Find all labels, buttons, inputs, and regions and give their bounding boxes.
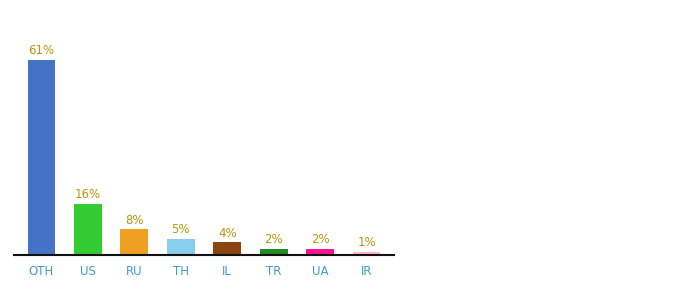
Text: 1%: 1%	[357, 236, 376, 249]
Bar	[260, 249, 288, 255]
Text: 2%: 2%	[311, 233, 329, 246]
Bar	[353, 252, 381, 255]
Bar	[167, 239, 194, 255]
Text: 61%: 61%	[29, 44, 54, 57]
Text: 4%: 4%	[218, 226, 237, 240]
Bar	[306, 249, 334, 255]
Text: 5%: 5%	[171, 224, 190, 236]
Bar	[74, 204, 102, 255]
Bar	[27, 60, 55, 255]
Text: 16%: 16%	[75, 188, 101, 201]
Bar	[214, 242, 241, 255]
Text: 2%: 2%	[265, 233, 283, 246]
Bar	[120, 230, 148, 255]
Text: 8%: 8%	[125, 214, 143, 227]
